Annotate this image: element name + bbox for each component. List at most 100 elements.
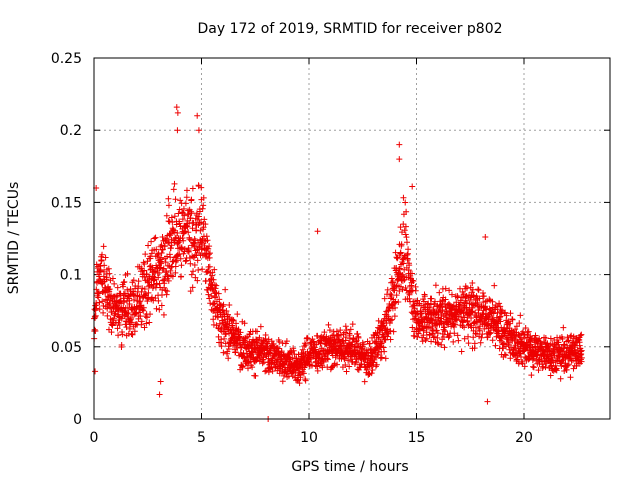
data-point xyxy=(378,354,385,361)
data-point xyxy=(393,292,400,299)
data-point xyxy=(245,365,252,372)
data-point xyxy=(428,315,435,322)
data-point xyxy=(433,327,440,334)
y-tick-label: 0.15 xyxy=(51,195,82,211)
data-point xyxy=(176,220,183,227)
data-point xyxy=(482,234,489,241)
data-point xyxy=(402,199,409,206)
data-point xyxy=(388,275,395,282)
data-point xyxy=(147,311,154,318)
data-point xyxy=(129,331,136,338)
data-point xyxy=(158,254,165,261)
data-point xyxy=(438,341,445,348)
chart-title: Day 172 of 2019, SRMTID for receiver p80… xyxy=(197,21,502,37)
data-point xyxy=(557,375,564,382)
data-point xyxy=(405,246,412,253)
data-point xyxy=(157,378,164,385)
data-point xyxy=(193,210,200,217)
data-point xyxy=(210,316,217,323)
data-point xyxy=(118,300,125,307)
data-point xyxy=(189,284,196,291)
data-point xyxy=(184,223,191,230)
data-point xyxy=(524,329,531,336)
data-point xyxy=(97,268,104,275)
data-point xyxy=(536,335,543,342)
data-point xyxy=(172,258,179,265)
data-point xyxy=(403,234,410,241)
data-point xyxy=(343,327,350,334)
data-point xyxy=(247,352,254,359)
data-point xyxy=(342,334,349,341)
data-point xyxy=(178,262,185,269)
data-point xyxy=(527,341,534,348)
data-point xyxy=(153,246,160,253)
data-point xyxy=(163,235,170,242)
data-point xyxy=(515,331,522,338)
data-point xyxy=(409,277,416,284)
data-point xyxy=(321,329,328,336)
data-point xyxy=(206,243,213,250)
data-point xyxy=(222,286,229,293)
data-point xyxy=(209,286,216,293)
data-point xyxy=(502,309,509,316)
data-point xyxy=(314,332,321,339)
data-point xyxy=(314,228,321,235)
data-point xyxy=(234,311,241,318)
data-point xyxy=(453,317,460,324)
data-point xyxy=(213,282,220,289)
data-point xyxy=(179,216,186,223)
data-point xyxy=(513,323,520,330)
data-point xyxy=(290,345,297,352)
data-point xyxy=(396,141,403,148)
data-point xyxy=(199,266,206,273)
data-point xyxy=(436,289,443,296)
data-point xyxy=(163,212,170,219)
data-point xyxy=(165,202,172,209)
data-point xyxy=(139,285,146,292)
data-point xyxy=(159,266,166,273)
data-point xyxy=(363,366,370,373)
data-point xyxy=(147,255,154,262)
data-point xyxy=(180,205,187,212)
data-point xyxy=(398,241,405,248)
data-point xyxy=(172,196,179,203)
data-point xyxy=(385,313,392,320)
data-point xyxy=(252,372,259,379)
data-point xyxy=(507,310,514,317)
data-point xyxy=(151,276,158,283)
data-point xyxy=(468,314,475,321)
data-point xyxy=(135,283,142,290)
data-point xyxy=(406,262,413,269)
data-point xyxy=(234,344,241,351)
data-point xyxy=(445,300,452,307)
data-point xyxy=(394,255,401,262)
data-point xyxy=(110,315,117,322)
data-point xyxy=(235,326,242,333)
data-point xyxy=(396,288,403,295)
data-point xyxy=(156,264,163,271)
data-point xyxy=(183,194,190,201)
data-point xyxy=(262,368,269,375)
data-point xyxy=(173,257,180,264)
data-point xyxy=(304,335,311,342)
data-point xyxy=(156,270,163,277)
data-point xyxy=(278,348,285,355)
data-point xyxy=(486,296,493,303)
data-point xyxy=(148,294,155,301)
data-point xyxy=(160,311,167,318)
data-point xyxy=(197,227,204,234)
data-point xyxy=(409,183,416,190)
data-point xyxy=(507,355,514,362)
data-point xyxy=(221,335,228,342)
data-point xyxy=(539,364,546,371)
data-point xyxy=(423,335,430,342)
data-point xyxy=(567,374,574,381)
data-point xyxy=(118,342,125,349)
data-point xyxy=(410,278,417,285)
data-point xyxy=(446,287,453,294)
data-point xyxy=(509,316,516,323)
data-point xyxy=(411,333,418,340)
data-point xyxy=(119,331,126,338)
data-point xyxy=(387,336,394,343)
data-point xyxy=(390,328,397,335)
